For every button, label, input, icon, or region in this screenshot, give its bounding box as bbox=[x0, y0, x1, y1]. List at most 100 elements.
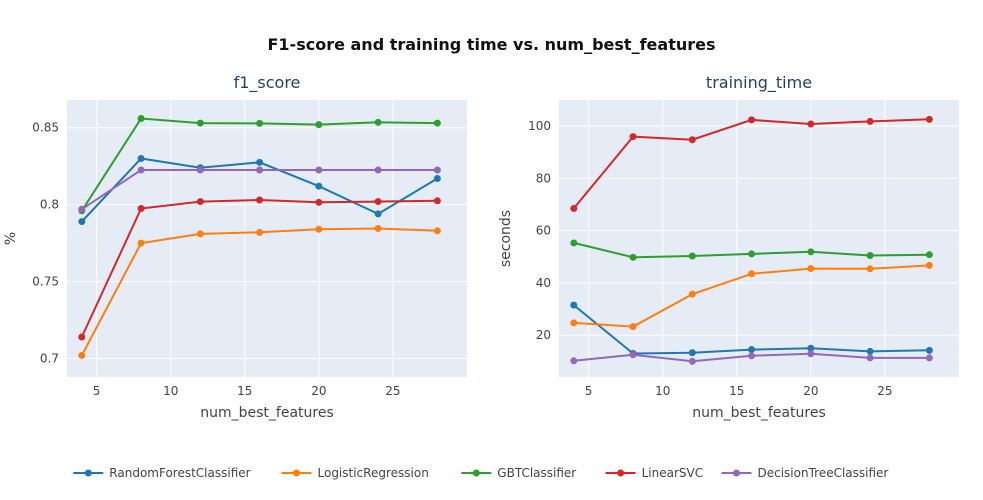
series-DecisionTreeClassifier bbox=[78, 166, 441, 213]
data-point[interactable] bbox=[807, 350, 815, 358]
data-point[interactable] bbox=[78, 351, 86, 359]
y-tick-label: 0.85 bbox=[32, 121, 59, 135]
data-point[interactable] bbox=[315, 198, 323, 206]
data-point[interactable] bbox=[196, 230, 204, 238]
data-point[interactable] bbox=[629, 351, 637, 359]
data-point[interactable] bbox=[807, 120, 815, 128]
legend-label: LogisticRegression bbox=[318, 466, 429, 480]
data-point[interactable] bbox=[570, 204, 578, 212]
data-point[interactable] bbox=[570, 357, 578, 365]
data-point[interactable] bbox=[433, 119, 441, 127]
data-point[interactable] bbox=[256, 228, 264, 236]
y-tick-label: 0.7 bbox=[40, 352, 59, 366]
data-point[interactable] bbox=[315, 182, 323, 190]
data-point[interactable] bbox=[748, 250, 756, 258]
data-point[interactable] bbox=[866, 251, 874, 259]
data-point[interactable] bbox=[374, 166, 382, 174]
legend-item[interactable]: DecisionTreeClassifier bbox=[721, 466, 889, 480]
y-tick-label: 0.75 bbox=[32, 275, 59, 289]
data-point[interactable] bbox=[748, 352, 756, 360]
x-axis-title: num_best_features bbox=[200, 405, 334, 421]
legend[interactable]: RandomForestClassifier LogisticRegression… bbox=[73, 466, 888, 480]
y-axis-title: % bbox=[3, 232, 19, 245]
data-point[interactable] bbox=[925, 354, 933, 362]
data-point[interactable] bbox=[570, 319, 578, 327]
data-point[interactable] bbox=[866, 347, 874, 355]
data-point[interactable] bbox=[137, 239, 145, 247]
data-point[interactable] bbox=[374, 118, 382, 126]
legend-item[interactable]: RandomForestClassifier bbox=[73, 466, 251, 480]
data-point[interactable] bbox=[688, 290, 696, 298]
data-point[interactable] bbox=[688, 349, 696, 357]
data-point[interactable] bbox=[78, 205, 86, 213]
series-LogisticRegression bbox=[78, 224, 441, 359]
data-point[interactable] bbox=[925, 261, 933, 269]
data-point[interactable] bbox=[78, 218, 86, 226]
data-point[interactable] bbox=[629, 253, 637, 261]
x-tick-label: 15 bbox=[237, 384, 252, 398]
data-point[interactable] bbox=[374, 210, 382, 218]
data-point[interactable] bbox=[256, 119, 264, 127]
subplot-1: 5 10 15 20 25 0.7 0.75 0.8 0.85 f1_score num_best_… bbox=[3, 73, 467, 421]
data-point[interactable] bbox=[137, 154, 145, 162]
data-point[interactable] bbox=[925, 346, 933, 354]
data-point[interactable] bbox=[137, 114, 145, 122]
x-tick-label: 15 bbox=[729, 384, 744, 398]
data-point[interactable] bbox=[688, 252, 696, 260]
data-point[interactable] bbox=[688, 136, 696, 144]
data-point[interactable] bbox=[137, 204, 145, 212]
data-point[interactable] bbox=[748, 116, 756, 124]
figure-title: F1-score and training time vs. num_best_… bbox=[267, 35, 715, 54]
data-point[interactable] bbox=[196, 198, 204, 206]
data-point[interactable] bbox=[570, 239, 578, 247]
data-point[interactable] bbox=[374, 224, 382, 232]
data-point[interactable] bbox=[866, 265, 874, 273]
data-point[interactable] bbox=[748, 270, 756, 278]
data-point[interactable] bbox=[433, 166, 441, 174]
data-point[interactable] bbox=[570, 301, 578, 309]
data-point[interactable] bbox=[866, 117, 874, 125]
legend-marker bbox=[84, 469, 92, 477]
data-point[interactable] bbox=[807, 248, 815, 256]
plot-background bbox=[67, 100, 467, 377]
data-point[interactable] bbox=[433, 174, 441, 182]
data-point[interactable] bbox=[807, 265, 815, 273]
data-point[interactable] bbox=[196, 166, 204, 174]
x-tick-label: 20 bbox=[311, 384, 326, 398]
data-point[interactable] bbox=[315, 225, 323, 233]
x-tick-label: 10 bbox=[163, 384, 178, 398]
y-tick-label: 0.8 bbox=[40, 198, 59, 212]
data-point[interactable] bbox=[629, 133, 637, 141]
data-point[interactable] bbox=[78, 333, 86, 341]
data-point[interactable] bbox=[196, 119, 204, 127]
legend-item[interactable]: LinearSVC bbox=[605, 466, 704, 480]
data-point[interactable] bbox=[137, 166, 145, 174]
legend-label: RandomForestClassifier bbox=[109, 466, 250, 480]
data-point[interactable] bbox=[925, 251, 933, 259]
data-point[interactable] bbox=[315, 121, 323, 129]
data-point[interactable] bbox=[925, 115, 933, 123]
data-point[interactable] bbox=[629, 323, 637, 331]
data-point[interactable] bbox=[315, 166, 323, 174]
y-tick-label: 80 bbox=[536, 171, 551, 185]
legend-item[interactable]: GBTClassifier bbox=[461, 466, 576, 480]
y-axis-title: seconds bbox=[498, 210, 514, 267]
data-point[interactable] bbox=[256, 196, 264, 204]
legend-item[interactable]: LogisticRegression bbox=[281, 466, 429, 480]
data-point[interactable] bbox=[807, 344, 815, 352]
data-point[interactable] bbox=[866, 354, 874, 362]
series-DecisionTreeClassifier bbox=[570, 350, 933, 365]
y-tick-label: 20 bbox=[536, 328, 551, 342]
series-GBTClassifier bbox=[570, 239, 933, 261]
subplots: 5 10 15 20 25 0.7 0.75 0.8 0.85 f1_score num_best_… bbox=[3, 73, 959, 421]
data-point[interactable] bbox=[688, 357, 696, 365]
data-point[interactable] bbox=[433, 227, 441, 235]
data-point[interactable] bbox=[256, 158, 264, 166]
data-point[interactable] bbox=[748, 346, 756, 354]
data-point[interactable] bbox=[374, 198, 382, 206]
data-point[interactable] bbox=[433, 197, 441, 205]
data-point[interactable] bbox=[256, 166, 264, 174]
series-LogisticRegression bbox=[570, 261, 933, 331]
series-LinearSVC bbox=[78, 196, 441, 341]
